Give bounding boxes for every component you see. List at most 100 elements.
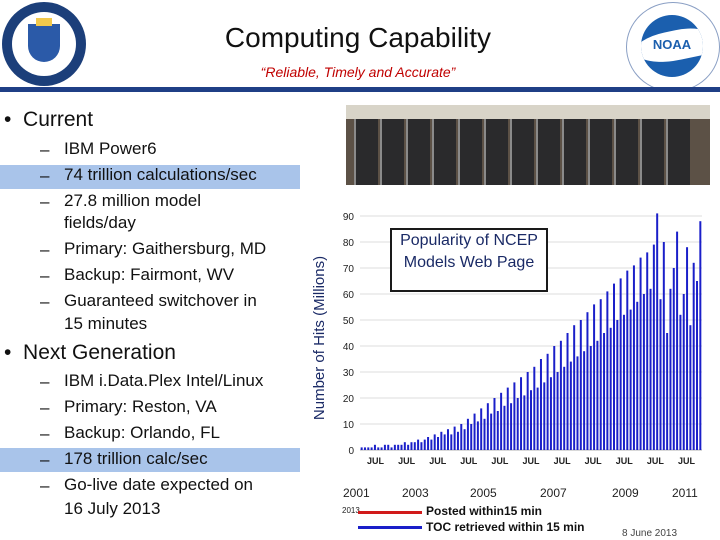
- bar: [593, 304, 596, 450]
- bar: [569, 361, 572, 450]
- bar: [427, 437, 430, 450]
- bar: [513, 382, 516, 450]
- bar: [596, 340, 599, 450]
- bar: [573, 325, 576, 450]
- bar: [440, 431, 443, 450]
- year-label: 2003: [402, 486, 429, 500]
- bar: [626, 270, 629, 450]
- bar: [646, 252, 649, 450]
- bar: [632, 265, 635, 450]
- y-tick-label: 70: [343, 264, 355, 275]
- bar: [666, 333, 669, 450]
- bar: [629, 309, 632, 450]
- bar: [460, 424, 463, 450]
- bar: [563, 366, 566, 450]
- bar: [417, 439, 420, 450]
- bar: [682, 294, 685, 450]
- year-label: 2005: [470, 486, 497, 500]
- current-item: fields/day: [64, 213, 136, 232]
- bar: [589, 346, 592, 450]
- legend-small-year: 2013: [342, 506, 360, 515]
- bullet-next-generation: • Next Generation: [4, 341, 176, 364]
- bar: [390, 447, 393, 450]
- x-tick-label: JUL: [616, 456, 634, 466]
- header-divider: [0, 87, 720, 92]
- bar: [583, 351, 586, 450]
- chart-title: Popularity of NCEP Models Web Page: [390, 228, 548, 292]
- bar: [530, 390, 532, 450]
- bar: [393, 444, 396, 450]
- y-tick-label: 80: [343, 238, 355, 249]
- bar: [420, 442, 423, 450]
- x-tick-label: JUL: [460, 456, 478, 466]
- current-heading: Current: [23, 108, 94, 131]
- highlight-bar: [0, 165, 300, 189]
- bar: [616, 320, 619, 450]
- next-heading: Next Generation: [23, 341, 176, 364]
- bar: [423, 439, 426, 450]
- x-tick-label: JUL: [491, 456, 509, 466]
- bar: [543, 382, 546, 450]
- bar: [686, 247, 689, 450]
- bar: [586, 312, 589, 450]
- bar: [387, 444, 390, 450]
- bar: [443, 434, 446, 450]
- x-tick-label: JUL: [398, 456, 416, 466]
- x-tick-label: JUL: [585, 456, 603, 466]
- bar: [669, 288, 672, 450]
- bar: [456, 431, 459, 450]
- year-label: 2011: [672, 486, 698, 500]
- bar: [696, 281, 699, 450]
- bar: [613, 283, 615, 450]
- bar: [370, 447, 373, 450]
- x-tick-label: JUL: [678, 456, 696, 466]
- current-item: 15 minutes: [64, 314, 148, 333]
- bar: [662, 242, 665, 450]
- bar: [476, 421, 479, 450]
- bar: [546, 353, 549, 450]
- hits-bar-chart: 0 10 20 30 40 50 60 70 80 90 JUL JUL JUL JUL JUL JUL JUL…: [311, 212, 702, 466]
- year-label: 2007: [540, 486, 567, 500]
- legend-label: TOC retrieved within 15 min: [426, 520, 585, 534]
- bar: [520, 377, 523, 450]
- bar: [400, 444, 403, 450]
- bar: [649, 288, 652, 450]
- legend-label: Posted within15 min: [426, 504, 543, 518]
- bar: [536, 387, 539, 450]
- bar: [490, 413, 493, 450]
- bar: [622, 314, 625, 450]
- bar: [553, 346, 556, 450]
- bar: [413, 442, 416, 450]
- legend-swatch-red: [358, 511, 422, 514]
- x-tick-label: JUL: [554, 456, 572, 466]
- bar: [446, 429, 449, 450]
- legend-swatch-blue: [358, 526, 422, 529]
- bar: [373, 444, 376, 450]
- x-tick-label: JUL: [647, 456, 665, 466]
- bar: [383, 444, 386, 450]
- y-tick-label: 20: [343, 394, 355, 405]
- bar: [659, 299, 662, 450]
- bar: [516, 398, 519, 450]
- year-label: 2009: [612, 486, 639, 500]
- next-item: 178 trillion calc/sec: [64, 449, 208, 468]
- bar: [480, 408, 483, 450]
- bar: [579, 320, 582, 450]
- bar: [566, 333, 569, 450]
- bar: [510, 403, 513, 450]
- bar: [486, 403, 489, 450]
- bar: [692, 262, 695, 450]
- bar: [503, 405, 506, 450]
- bar: [559, 340, 562, 450]
- x-tick-label: JUL: [367, 456, 385, 466]
- bar: [470, 424, 473, 450]
- next-item: Backup: Orlando, FL: [64, 423, 220, 442]
- bar: [619, 278, 622, 450]
- bar: [656, 213, 659, 450]
- bar: [523, 395, 526, 450]
- bar: [699, 221, 702, 450]
- bar: [463, 429, 466, 450]
- current-item: Guaranteed switchover in: [64, 291, 257, 310]
- bar: [606, 291, 609, 450]
- y-tick-label: 10: [343, 420, 355, 431]
